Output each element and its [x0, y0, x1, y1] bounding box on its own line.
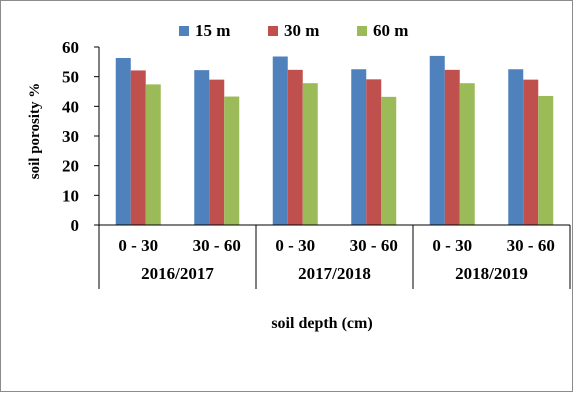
bar-30m-4 [366, 79, 382, 225]
legend-label: 60 m [373, 21, 408, 40]
y-tick-label: 0 [71, 216, 80, 235]
legend-swatch [268, 26, 278, 36]
bar-30m-3 [287, 69, 303, 226]
y-tick-label: 60 [62, 38, 79, 57]
legend: 15 m 30 m 60 m [179, 21, 408, 40]
y-tick-label: 30 [62, 127, 79, 146]
x-axis: 0 - 30 30 - 60 0 - 30 30 - 60 0 - 30 30 - 60 2… [98, 224, 571, 289]
x-tick-label: 0 - 30 [275, 236, 315, 255]
x-group-label: 2018/2019 [455, 264, 528, 283]
y-tick-label: 40 [62, 97, 79, 116]
bar-60m-1 [145, 84, 161, 225]
bar-60m-5 [459, 83, 475, 226]
bar-30m-2 [209, 79, 225, 225]
legend-label: 15 m [195, 21, 230, 40]
y-axis-label: soil porosity % [27, 83, 43, 179]
y-axis: 0 10 20 30 40 50 60 [62, 38, 100, 235]
x-group-label: 2016/2017 [141, 264, 214, 283]
bar-60m-3 [302, 83, 318, 226]
legend-swatch [179, 26, 189, 36]
y-tick-label: 20 [62, 157, 79, 176]
legend-label: 30 m [284, 21, 319, 40]
bar-15m-4 [351, 69, 367, 225]
x-tick-label: 30 - 60 [193, 236, 241, 255]
legend-swatch [357, 26, 367, 36]
x-tick-label: 30 - 60 [350, 236, 398, 255]
bar-15m-5 [429, 55, 445, 226]
x-axis-label: soil depth (cm) [271, 315, 372, 332]
bar-15m-2 [194, 70, 210, 225]
x-tick-label: 0 - 30 [118, 236, 158, 255]
bar-15m-6 [508, 69, 524, 225]
bar-60m-4 [381, 96, 397, 225]
x-tick-label: 0 - 30 [432, 236, 472, 255]
bar-30m-5 [444, 69, 460, 226]
bar-30m-6 [523, 79, 539, 225]
x-group-label: 2017/2018 [298, 264, 371, 283]
bars [115, 55, 554, 226]
bar-15m-3 [272, 56, 288, 225]
y-tick-label: 50 [62, 68, 79, 87]
bar-60m-2 [224, 96, 240, 225]
bar-15m-1 [115, 57, 131, 225]
bar-30m-1 [130, 70, 146, 225]
x-tick-label: 30 - 60 [507, 236, 555, 255]
y-tick-label: 10 [62, 186, 79, 205]
bar-60m-6 [538, 95, 554, 225]
